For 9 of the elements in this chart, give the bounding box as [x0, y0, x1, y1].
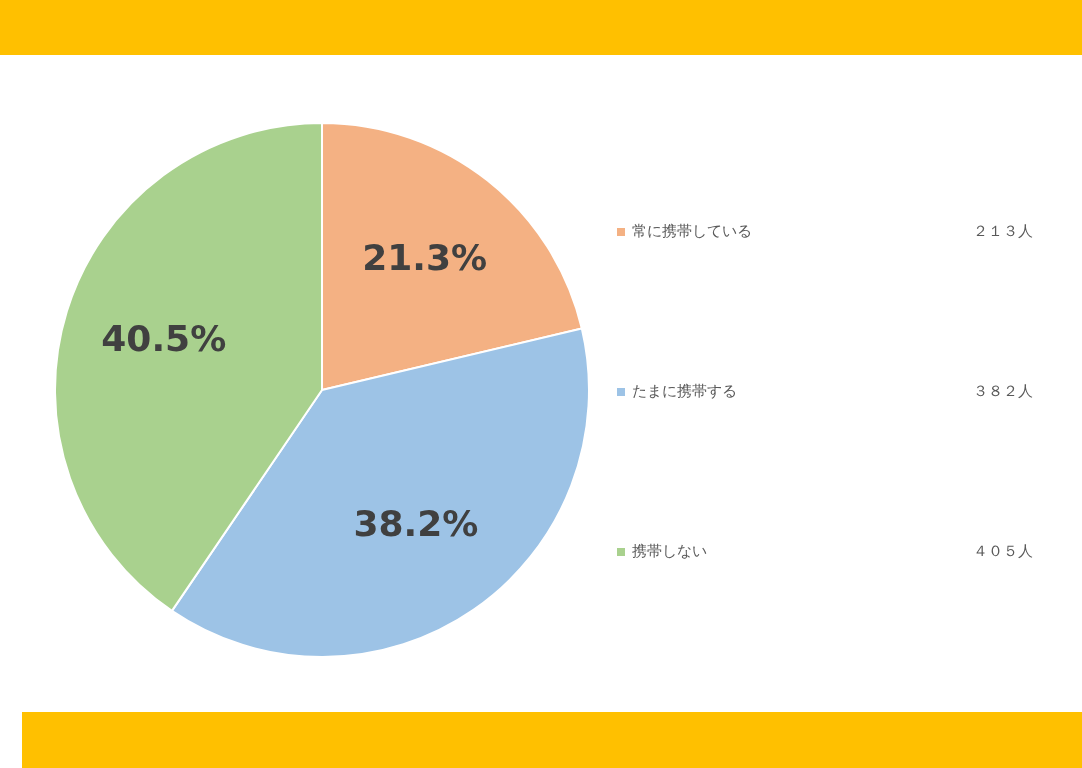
data-label: 38.2% [353, 502, 479, 544]
legend-label: 常に携帯している [632, 221, 752, 240]
text: ３８２人 [973, 381, 1033, 400]
legend-label: たまに携帯する [632, 381, 737, 400]
data-label: 40.5% [101, 317, 227, 359]
legend-label: 携帯しない [632, 541, 707, 560]
text: ４０５人 [973, 541, 1033, 560]
data-label: 21.3% [362, 236, 488, 278]
text: ２１３人 [973, 221, 1033, 240]
